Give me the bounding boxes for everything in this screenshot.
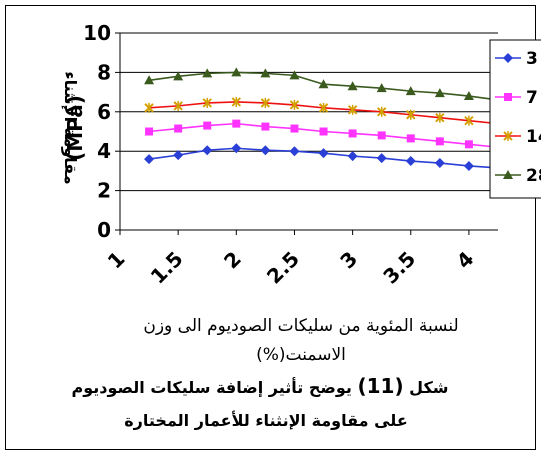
data-point-28 [434,88,445,98]
figure-frame [5,5,536,450]
data-point-28 [347,81,358,91]
legend-label: 3 [526,49,538,69]
data-point-3 [318,148,329,159]
data-point-7 [290,124,299,133]
series-group [144,67,503,173]
x-tick-label: 2.5 [262,247,304,289]
caption-prefix: شكل [404,378,449,397]
data-point-28 [260,68,271,78]
series-3 [144,143,503,173]
data-point-7 [261,122,270,131]
data-point-7 [435,137,444,146]
x-axis-label-line1: لنسبة المئوية من سليكات الصوديوم الى وزن [143,316,458,336]
data-point-14 [173,100,183,111]
legend-item-7: 7 [495,88,538,108]
grid-lines [120,32,498,231]
data-point-3 [231,143,242,154]
series-7 [145,119,502,152]
data-point-14 [318,102,329,113]
legend-label: 7 [526,88,538,108]
legend: 3 7 14 28 [489,39,541,199]
y-axis-label: مقاومة الإنثناء [61,71,80,184]
data-point-3 [260,145,271,156]
data-point-7 [174,124,183,133]
y-tick-label: 10 [83,21,111,45]
x-axis-ticks: 1 1.5 2 2.5 3 3.5 4 [103,230,479,289]
x-tick-label: 3.5 [378,247,420,289]
data-point-14 [435,112,445,123]
data-point-7 [319,127,328,136]
data-point-14 [260,97,271,108]
y-axis-unit: (MPa) [63,95,87,161]
data-point-7 [232,119,241,128]
legend-item-28: 28 [495,166,541,186]
legend-item-3: 3 [495,49,538,69]
data-point-28 [289,70,300,80]
series-14 [144,96,503,129]
figure-caption-line2: على مقاومة الإنثناء للأعمار المختارة [124,411,408,430]
data-point-14 [144,102,154,113]
legend-marker [503,131,513,141]
data-point-7 [406,134,415,143]
data-point-28 [173,71,184,81]
y-tick-label: 2 [97,179,111,203]
legend-marker [503,170,513,179]
data-point-3 [144,154,155,165]
data-point-7 [145,127,154,136]
data-point-14 [464,115,474,126]
x-tick-label: 2 [219,247,246,274]
x-tick-label: 1 [103,247,130,274]
data-point-14 [376,106,387,117]
data-point-3 [173,150,184,161]
y-tick-label: 6 [97,100,111,124]
x-tick-label: 1.5 [146,247,188,289]
x-tick-label: 4 [452,247,479,274]
data-point-28 [202,68,213,78]
data-point-14 [231,96,242,107]
data-point-28 [231,67,242,77]
legend-box [489,39,541,199]
data-point-7 [348,129,357,138]
data-point-14 [289,99,300,110]
data-point-3 [463,160,474,171]
y-tick-label: 8 [97,60,111,84]
y-tick-label: 0 [97,218,111,242]
y-tick-label: 4 [97,139,111,163]
figure-caption-line1: شكل (11) يوضح تأثير إضافة سليكات الصوديو… [72,374,449,398]
data-point-3 [376,153,387,164]
data-point-3 [202,145,213,156]
data-point-7 [203,121,212,130]
data-point-14 [347,104,358,115]
data-point-14 [406,109,416,120]
caption-figure-number: (11) [357,374,403,398]
data-point-3 [405,156,416,167]
data-point-3 [347,151,358,162]
data-point-14 [202,97,212,108]
data-point-28 [376,83,387,93]
data-point-3 [434,158,445,169]
data-point-28 [405,86,416,96]
data-point-3 [289,146,300,157]
legend-marker [504,93,512,101]
legend-label: 14 [526,127,541,147]
data-point-7 [377,131,386,140]
x-tick-label: 3 [335,247,362,274]
data-point-28 [144,75,155,85]
caption-rest: يوضح تأثير إضافة سليكات الصوديوم [72,377,358,397]
y-axis-ticks: 0 2 4 6 8 10 [83,21,120,242]
data-point-7 [464,140,473,149]
data-point-28 [318,79,329,89]
legend-item-14: 14 [495,127,541,147]
data-point-28 [463,91,474,101]
legend-label: 28 [526,166,541,186]
x-axis-label-line2: الاسمنت(%) [256,345,346,365]
legend-marker [503,53,513,63]
